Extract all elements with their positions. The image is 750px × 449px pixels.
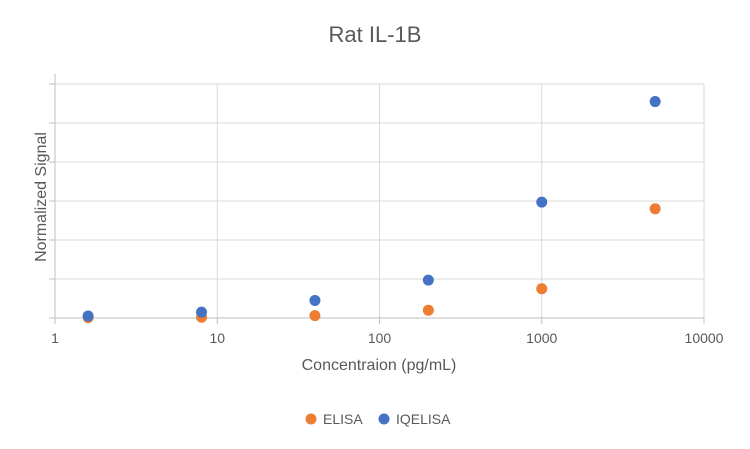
data-point-iqelisa — [82, 310, 94, 322]
axes — [49, 74, 705, 324]
data-points — [82, 96, 661, 324]
legend-label-elisa: ELISA — [323, 411, 363, 427]
data-point-elisa — [309, 310, 321, 322]
data-point-elisa — [649, 203, 661, 215]
data-point-iqelisa — [536, 196, 548, 208]
y-axis-label: Normalized Signal — [33, 132, 50, 262]
legend-marker-iqelisa — [378, 413, 390, 425]
x-tick-label: 100 — [368, 330, 392, 346]
legend-label-iqelisa: IQELISA — [396, 411, 451, 427]
x-tick-label: 10 — [209, 330, 225, 346]
x-tick-labels: 1 10 100 1000 10000 — [51, 330, 724, 346]
data-point-elisa — [536, 283, 548, 295]
data-point-iqelisa — [422, 274, 434, 286]
data-point-iqelisa — [196, 306, 208, 318]
legend-marker-elisa — [305, 413, 317, 425]
chart-title: Rat IL-1B — [329, 22, 422, 47]
data-point-iqelisa — [309, 294, 321, 306]
data-point-elisa — [422, 304, 434, 316]
data-point-iqelisa — [649, 96, 661, 108]
legend: ELISA IQELISA — [305, 411, 451, 427]
x-axis-label: Concentraion (pg/mL) — [302, 357, 457, 374]
x-tick-label: 1 — [51, 330, 59, 346]
x-tick-label: 10000 — [685, 330, 724, 346]
grid — [54, 83, 705, 318]
x-tick-label: 1000 — [526, 330, 557, 346]
